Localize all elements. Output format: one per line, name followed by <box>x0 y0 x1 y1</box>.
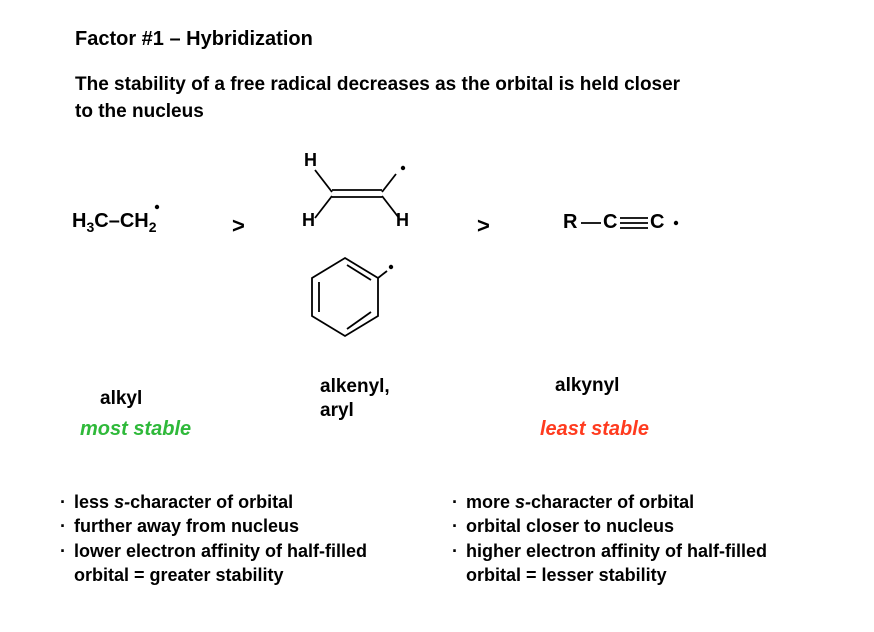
radical-dot-icon <box>155 205 159 209</box>
h-label: H <box>396 210 409 231</box>
r-label: R <box>563 211 577 234</box>
bullet-item-tail: orbital = greater stability <box>60 563 440 587</box>
molecule-ethyl-radical: H3C–CH2 <box>72 210 157 235</box>
diagram-title: Factor #1 – Hybridization <box>75 28 313 51</box>
molecule-phenyl-radical <box>300 250 410 350</box>
molecule-vinyl-radical: H H H <box>290 148 430 238</box>
most-stable-label: most stable <box>80 418 191 441</box>
atom-label: H3C–CH2 <box>72 210 157 232</box>
greater-than-1: > <box>232 213 245 239</box>
bullets-right: · more s-character of orbital ·orbital c… <box>452 490 852 587</box>
bullet-item-tail: orbital = lesser stability <box>452 563 852 587</box>
radical-dot-icon <box>674 221 678 225</box>
bullet-item: ·higher electron affinity of half-filled <box>452 539 852 563</box>
least-stable-label: least stable <box>540 418 649 441</box>
c-label: C <box>650 211 664 234</box>
label-alkyl: alkyl <box>100 388 142 410</box>
h-label: H <box>302 210 315 231</box>
greater-than-2: > <box>477 213 490 239</box>
c-label: C <box>603 211 617 234</box>
bullet-item: ·orbital closer to nucleus <box>452 514 852 538</box>
label-alkenyl-aryl: alkenyl, aryl <box>320 375 390 423</box>
bullet-item: ·lower electron affinity of half-filled <box>60 539 440 563</box>
h-label: H <box>304 150 317 171</box>
radical-dot-icon <box>389 265 393 269</box>
bullet-item: ·further away from nucleus <box>60 514 440 538</box>
subtitle-line1: The stability of a free radical decrease… <box>75 74 680 95</box>
bullets-left: · less s-character of orbital ·further a… <box>60 490 440 587</box>
radical-dot-icon <box>401 166 405 170</box>
label-alkynyl: alkynyl <box>555 375 619 397</box>
diagram-subtitle: The stability of a free radical decrease… <box>75 72 680 125</box>
bullet-item: · more s-character of orbital <box>452 490 852 514</box>
subtitle-line2: to the nucleus <box>75 101 204 122</box>
bullet-item: · less s-character of orbital <box>60 490 440 514</box>
